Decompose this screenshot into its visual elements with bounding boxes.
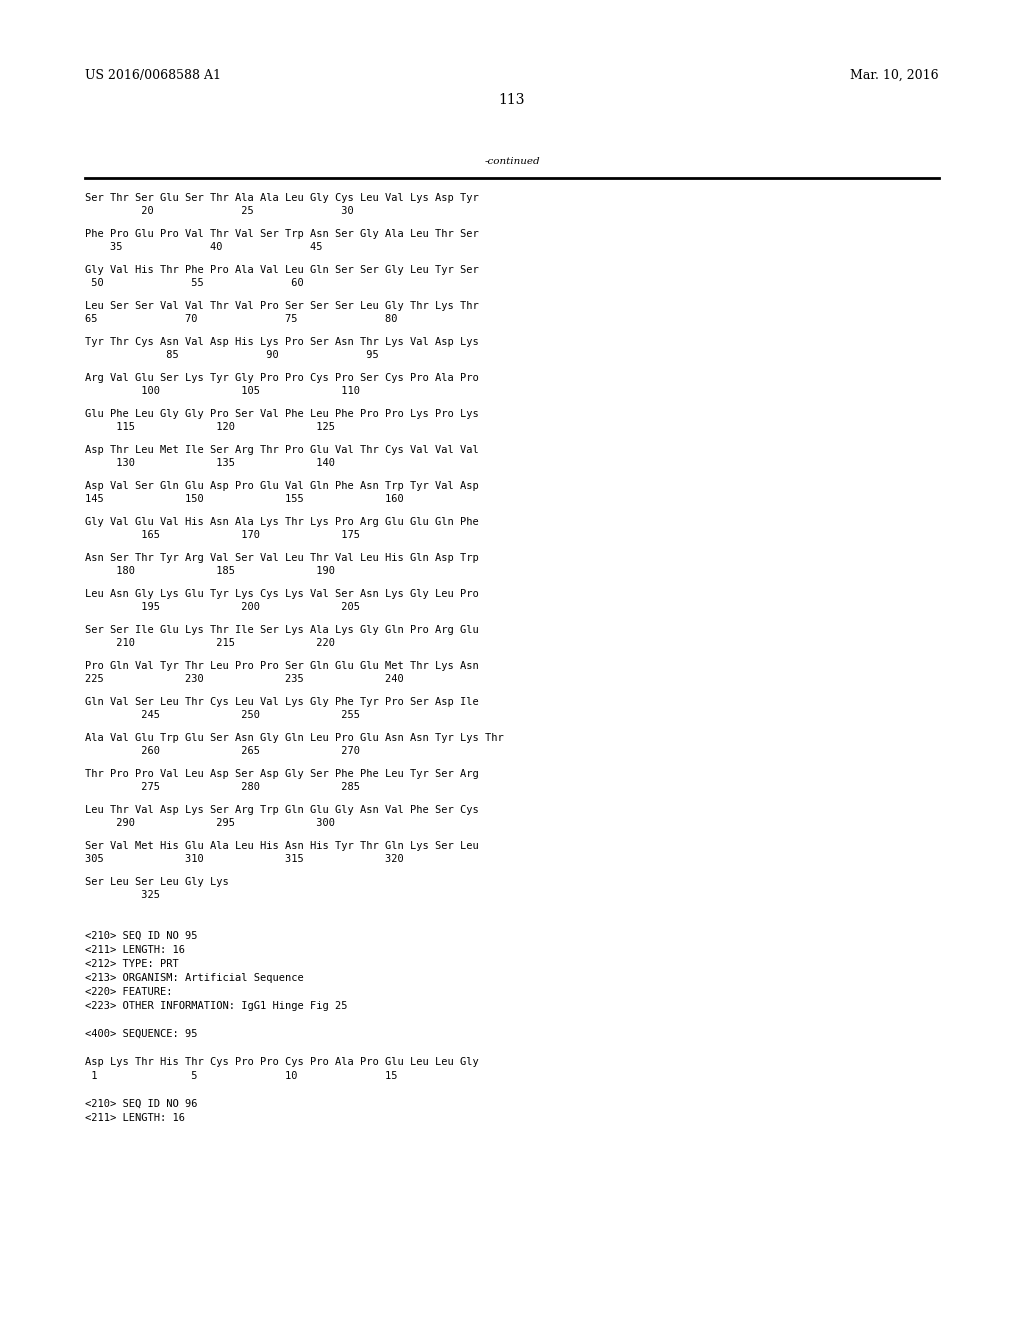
Text: Ala Val Glu Trp Glu Ser Asn Gly Gln Leu Pro Glu Asn Asn Tyr Lys Thr: Ala Val Glu Trp Glu Ser Asn Gly Gln Leu … [85,733,504,743]
Text: 100             105             110: 100 105 110 [85,385,360,396]
Text: 113: 113 [499,92,525,107]
Text: 65              70              75              80: 65 70 75 80 [85,314,397,323]
Text: 1               5              10              15: 1 5 10 15 [85,1071,397,1081]
Text: 85              90              95: 85 90 95 [85,350,379,360]
Text: Asp Val Ser Gln Glu Asp Pro Glu Val Gln Phe Asn Trp Tyr Val Asp: Asp Val Ser Gln Glu Asp Pro Glu Val Gln … [85,480,479,491]
Text: 50              55              60: 50 55 60 [85,279,304,288]
Text: 225             230             235             240: 225 230 235 240 [85,675,403,684]
Text: <211> LENGTH: 16: <211> LENGTH: 16 [85,1113,185,1123]
Text: Ser Val Met His Glu Ala Leu His Asn His Tyr Thr Gln Lys Ser Leu: Ser Val Met His Glu Ala Leu His Asn His … [85,841,479,851]
Text: 290             295             300: 290 295 300 [85,818,335,828]
Text: <220> FEATURE:: <220> FEATURE: [85,987,172,997]
Text: Glu Phe Leu Gly Gly Pro Ser Val Phe Leu Phe Pro Pro Lys Pro Lys: Glu Phe Leu Gly Gly Pro Ser Val Phe Leu … [85,409,479,418]
Text: 130             135             140: 130 135 140 [85,458,335,469]
Text: Asn Ser Thr Tyr Arg Val Ser Val Leu Thr Val Leu His Gln Asp Trp: Asn Ser Thr Tyr Arg Val Ser Val Leu Thr … [85,553,479,564]
Text: <211> LENGTH: 16: <211> LENGTH: 16 [85,945,185,954]
Text: 260             265             270: 260 265 270 [85,746,360,756]
Text: 210             215             220: 210 215 220 [85,638,335,648]
Text: Phe Pro Glu Pro Val Thr Val Ser Trp Asn Ser Gly Ala Leu Thr Ser: Phe Pro Glu Pro Val Thr Val Ser Trp Asn … [85,228,479,239]
Text: <210> SEQ ID NO 95: <210> SEQ ID NO 95 [85,931,198,941]
Text: Thr Pro Pro Val Leu Asp Ser Asp Gly Ser Phe Phe Leu Tyr Ser Arg: Thr Pro Pro Val Leu Asp Ser Asp Gly Ser … [85,770,479,779]
Text: 20              25              30: 20 25 30 [85,206,353,216]
Text: -continued: -continued [484,157,540,166]
Text: Leu Asn Gly Lys Glu Tyr Lys Cys Lys Val Ser Asn Lys Gly Leu Pro: Leu Asn Gly Lys Glu Tyr Lys Cys Lys Val … [85,589,479,599]
Text: 245             250             255: 245 250 255 [85,710,360,719]
Text: Ser Thr Ser Glu Ser Thr Ala Ala Leu Gly Cys Leu Val Lys Asp Tyr: Ser Thr Ser Glu Ser Thr Ala Ala Leu Gly … [85,193,479,203]
Text: Pro Gln Val Tyr Thr Leu Pro Pro Ser Gln Glu Glu Met Thr Lys Asn: Pro Gln Val Tyr Thr Leu Pro Pro Ser Gln … [85,661,479,671]
Text: Arg Val Glu Ser Lys Tyr Gly Pro Pro Cys Pro Ser Cys Pro Ala Pro: Arg Val Glu Ser Lys Tyr Gly Pro Pro Cys … [85,374,479,383]
Text: Ser Ser Ile Glu Lys Thr Ile Ser Lys Ala Lys Gly Gln Pro Arg Glu: Ser Ser Ile Glu Lys Thr Ile Ser Lys Ala … [85,624,479,635]
Text: <213> ORGANISM: Artificial Sequence: <213> ORGANISM: Artificial Sequence [85,973,304,983]
Text: <212> TYPE: PRT: <212> TYPE: PRT [85,960,179,969]
Text: Gly Val His Thr Phe Pro Ala Val Leu Gln Ser Ser Gly Leu Tyr Ser: Gly Val His Thr Phe Pro Ala Val Leu Gln … [85,265,479,275]
Text: <400> SEQUENCE: 95: <400> SEQUENCE: 95 [85,1030,198,1039]
Text: 195             200             205: 195 200 205 [85,602,360,612]
Text: 180             185             190: 180 185 190 [85,566,335,576]
Text: 325: 325 [85,890,160,900]
Text: Leu Thr Val Asp Lys Ser Arg Trp Gln Glu Gly Asn Val Phe Ser Cys: Leu Thr Val Asp Lys Ser Arg Trp Gln Glu … [85,805,479,814]
Text: Gly Val Glu Val His Asn Ala Lys Thr Lys Pro Arg Glu Glu Gln Phe: Gly Val Glu Val His Asn Ala Lys Thr Lys … [85,517,479,527]
Text: Ser Leu Ser Leu Gly Lys: Ser Leu Ser Leu Gly Lys [85,876,228,887]
Text: US 2016/0068588 A1: US 2016/0068588 A1 [85,69,221,82]
Text: 165             170             175: 165 170 175 [85,531,360,540]
Text: 115             120             125: 115 120 125 [85,422,335,432]
Text: <210> SEQ ID NO 96: <210> SEQ ID NO 96 [85,1100,198,1109]
Text: 145             150             155             160: 145 150 155 160 [85,494,403,504]
Text: 35              40              45: 35 40 45 [85,242,323,252]
Text: <223> OTHER INFORMATION: IgG1 Hinge Fig 25: <223> OTHER INFORMATION: IgG1 Hinge Fig … [85,1001,347,1011]
Text: Leu Ser Ser Val Val Thr Val Pro Ser Ser Ser Leu Gly Thr Lys Thr: Leu Ser Ser Val Val Thr Val Pro Ser Ser … [85,301,479,312]
Text: 275             280             285: 275 280 285 [85,781,360,792]
Text: 305             310             315             320: 305 310 315 320 [85,854,403,865]
Text: Gln Val Ser Leu Thr Cys Leu Val Lys Gly Phe Tyr Pro Ser Asp Ile: Gln Val Ser Leu Thr Cys Leu Val Lys Gly … [85,697,479,708]
Text: Mar. 10, 2016: Mar. 10, 2016 [850,69,939,82]
Text: Asp Thr Leu Met Ile Ser Arg Thr Pro Glu Val Thr Cys Val Val Val: Asp Thr Leu Met Ile Ser Arg Thr Pro Glu … [85,445,479,455]
Text: Tyr Thr Cys Asn Val Asp His Lys Pro Ser Asn Thr Lys Val Asp Lys: Tyr Thr Cys Asn Val Asp His Lys Pro Ser … [85,337,479,347]
Text: Asp Lys Thr His Thr Cys Pro Pro Cys Pro Ala Pro Glu Leu Leu Gly: Asp Lys Thr His Thr Cys Pro Pro Cys Pro … [85,1057,479,1067]
